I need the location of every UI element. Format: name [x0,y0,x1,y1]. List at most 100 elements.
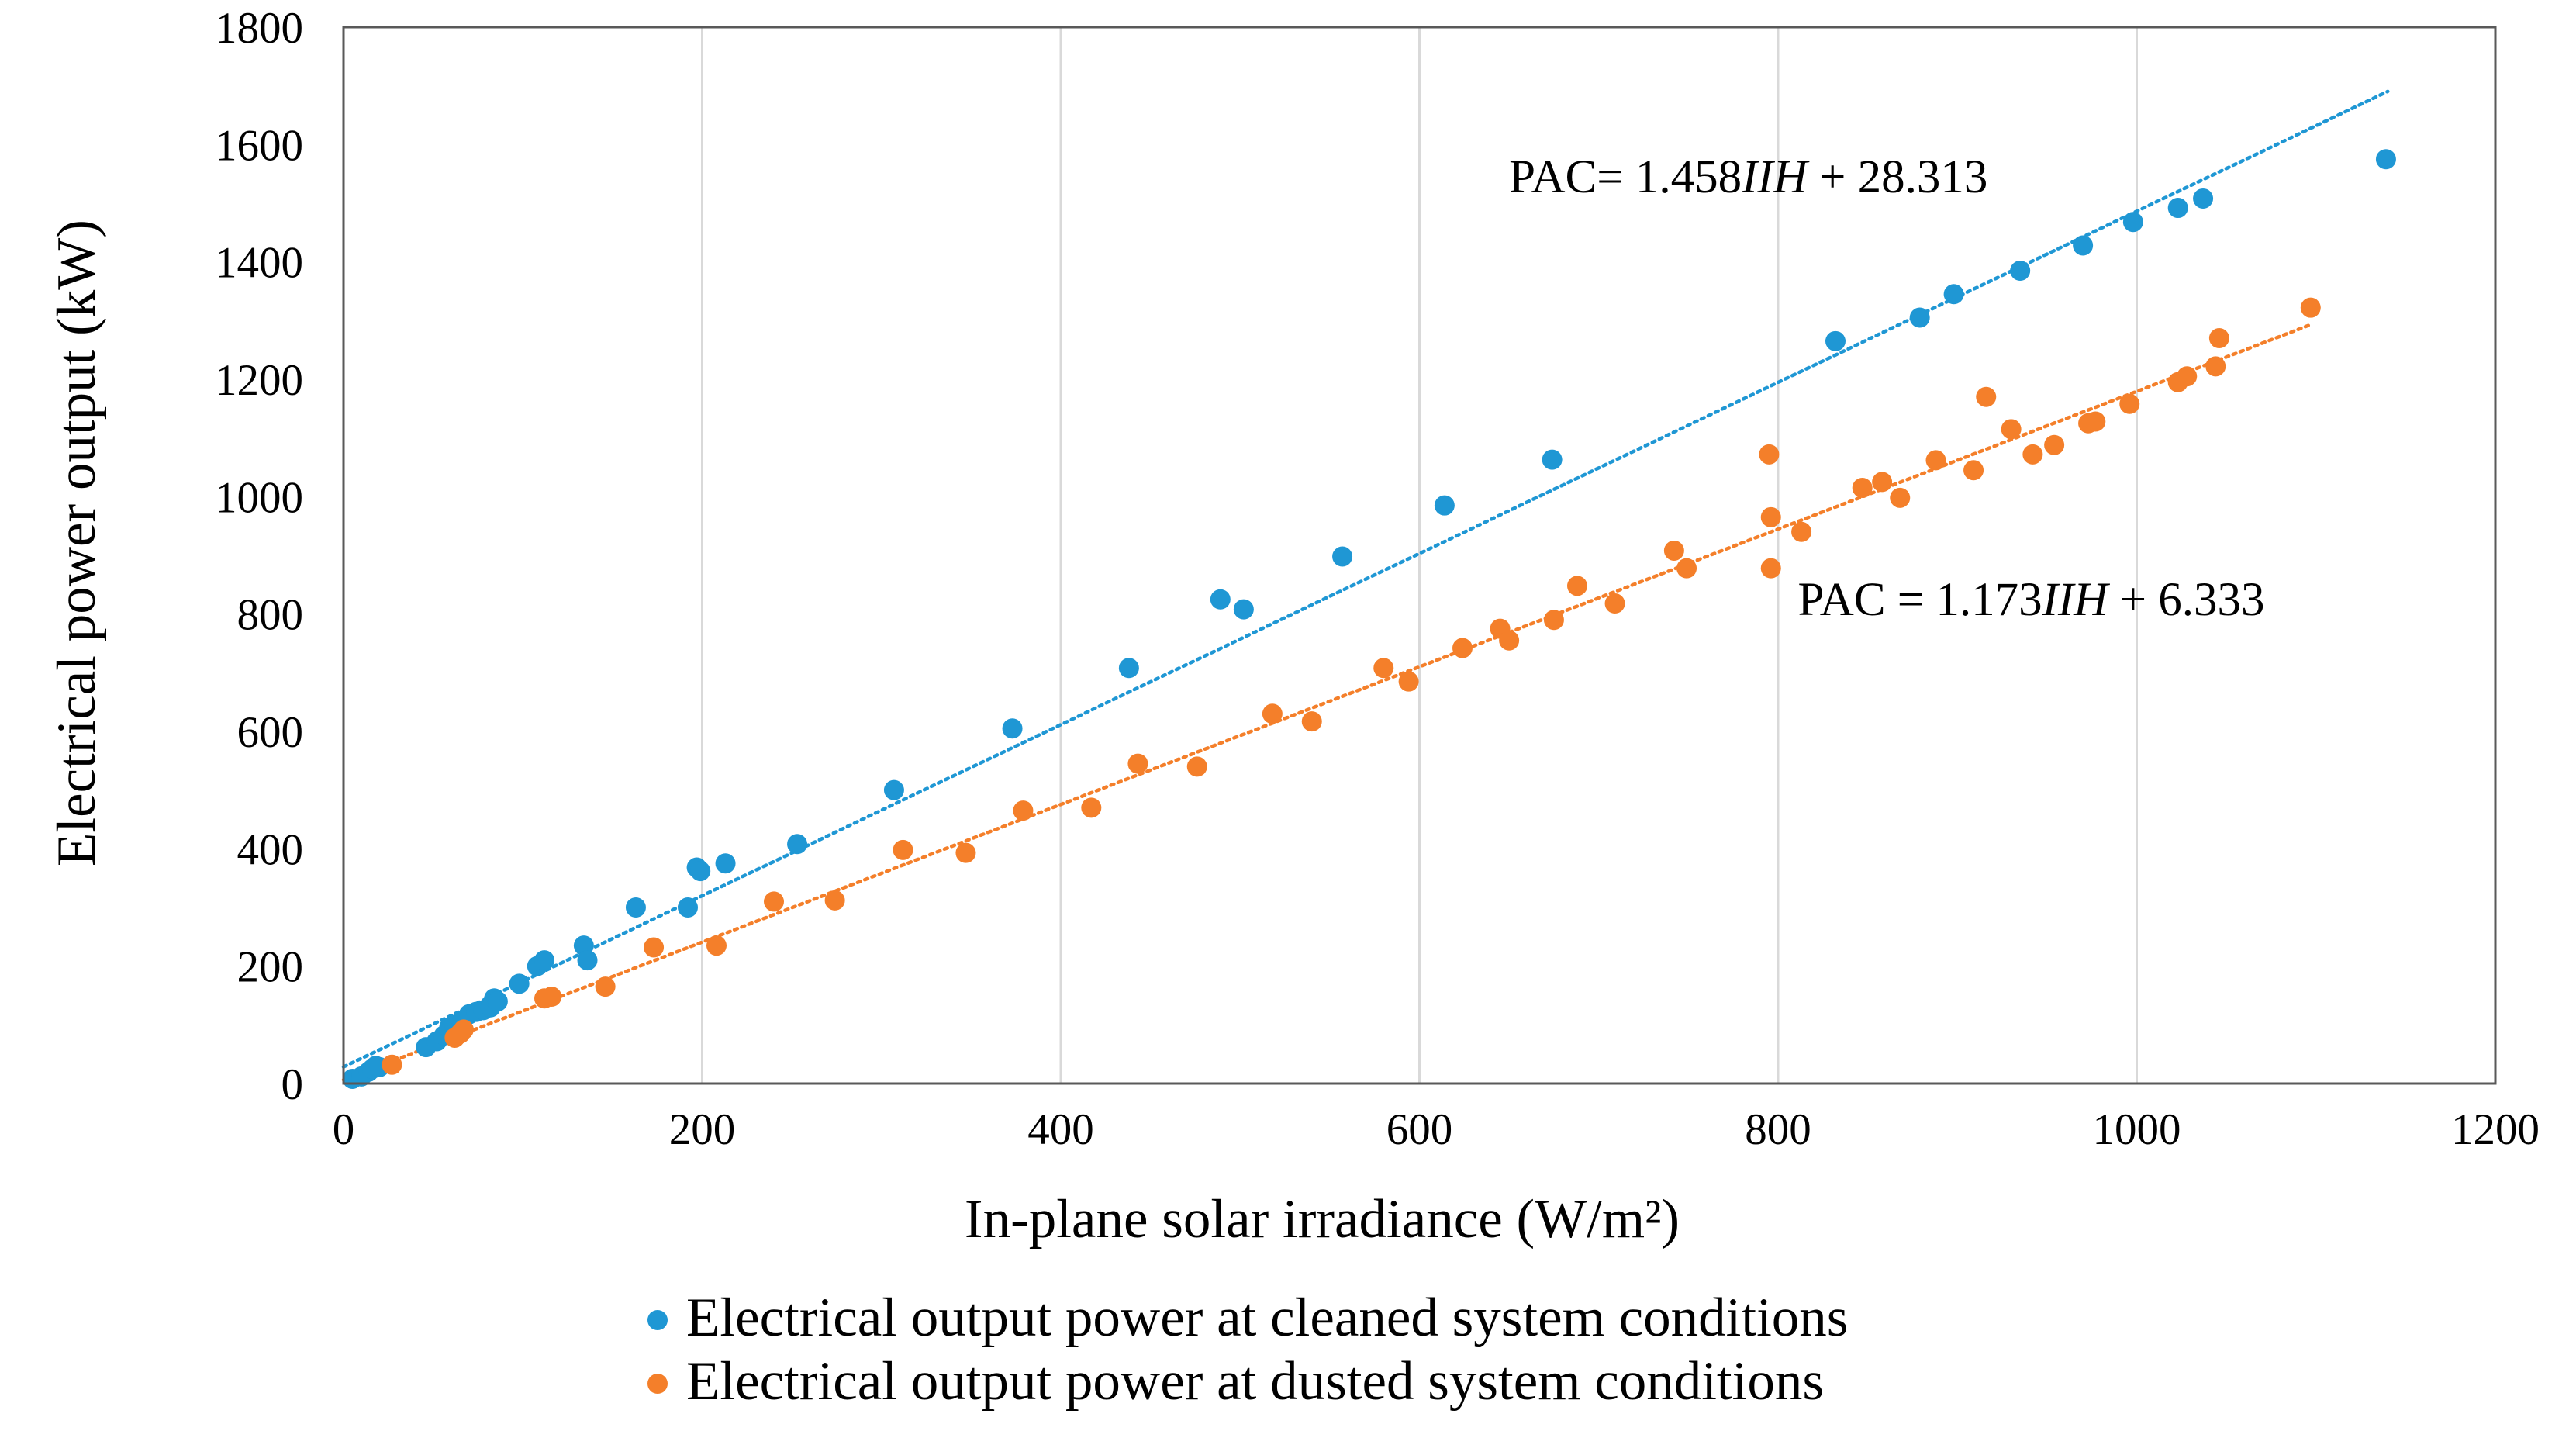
trendline-equation-1: PAC= 1.458IIH + 28.313 [1509,151,1987,203]
y-tick-label: 600 [237,708,304,757]
data-point-series-1 [2375,149,2396,170]
data-point-series-2 [1760,506,1781,527]
data-point-series-1 [1909,307,1930,328]
x-tick-label: 200 [669,1105,736,1154]
data-point-series-2 [1676,558,1697,579]
data-point-series-1 [487,991,508,1012]
trendlines [341,89,2390,1082]
data-point-series-1 [1002,718,1023,739]
data-point-series-2 [1373,658,1394,679]
x-tick-label: 1200 [2451,1105,2540,1154]
data-point-series-1 [2073,235,2094,256]
data-point-series-2 [1262,703,1283,724]
data-point-series-2 [1663,540,1684,561]
data-point-series-2 [1127,753,1148,774]
data-point-series-1 [690,861,711,882]
data-point-series-1 [1233,599,1254,620]
data-point-series-1 [787,834,808,855]
y-tick-label: 800 [237,591,304,640]
data-point-series-1 [1542,449,1563,470]
y-tick-label: 1800 [215,4,303,53]
x-axis-label: In-plane solar irradiance (W/m²) [965,1189,1680,1250]
x-tick-label: 400 [1027,1105,1094,1154]
legend: Electrical output power at cleaned syste… [647,1288,1848,1412]
y-tick-label: 200 [237,943,304,992]
x-tick-label: 600 [1386,1105,1453,1154]
data-point-series-2 [1852,477,1873,498]
data-point-series-2 [1186,756,1207,777]
legend-label-series-1: Electrical output power at cleaned syste… [686,1288,1848,1348]
y-tick-label: 1600 [215,121,303,170]
y-tick-label: 1400 [215,239,303,288]
data-point-series-1 [577,950,598,971]
data-point-series-1 [678,897,698,918]
data-point-series-2 [824,890,845,911]
data-point-series-2 [1976,386,1997,407]
grid-lines [701,27,2138,1084]
y-axis-label: Electrical power output (kW) [47,219,107,866]
tick-labels: 0 200 400 600 800 1000 1200 0 200 400 600 800 1000 12… [215,4,2540,1154]
data-point-series-2 [453,1019,474,1040]
x-tick-label: 1000 [2093,1105,2181,1154]
legend-marker-series-1 [647,1310,668,1330]
equation-annotations: PAC= 1.458IIH + 28.313 PAC = 1.173IIH + 6… [1509,151,2264,626]
data-point-series-2 [1963,460,1984,481]
data-point-series-1 [1825,330,1846,351]
data-point-series-2 [1499,630,1520,651]
data-point-series-2 [595,976,616,997]
data-point-series-1 [1210,589,1231,610]
y-tick-label: 1200 [215,356,303,405]
trendline-equation-2: PAC = 1.173IIH + 6.333 [1797,574,2264,626]
data-point-series-2 [1567,576,1587,596]
data-point-series-2 [893,839,913,860]
legend-marker-series-2 [647,1374,668,1394]
trendline-series-1 [341,89,2390,1069]
y-tick-label: 400 [237,825,304,874]
data-point-series-2 [2119,393,2140,414]
trendline-series-2 [341,323,2313,1082]
data-point-series-1 [2122,212,2143,233]
data-point-series-2 [2022,444,2043,465]
data-point-series-2 [1925,450,1946,471]
data-point-series-2 [382,1054,402,1075]
data-point-series-2 [1301,711,1322,732]
data-point-series-2 [1890,487,1911,508]
data-point-series-2 [2300,297,2321,318]
data-point-series-2 [1791,521,1812,542]
data-point-series-2 [541,987,562,1008]
data-point-series-1 [2193,188,2214,209]
data-point-series-2 [2177,366,2198,387]
data-point-series-2 [764,891,784,912]
y-tick-label: 0 [281,1060,304,1109]
data-point-series-1 [1434,495,1455,516]
data-point-series-1 [1118,658,1139,679]
data-point-series-1 [509,973,530,994]
data-point-series-2 [706,935,727,956]
data-point-series-2 [1081,797,1102,818]
data-point-series-2 [2205,356,2226,377]
y-tick-label: 1000 [215,473,303,522]
x-tick-label: 800 [1745,1105,1811,1154]
data-point-series-1 [1943,284,1964,305]
data-point-series-2 [1543,610,1564,631]
x-tick-label: 0 [333,1105,355,1154]
data-point-series-1 [1332,546,1353,567]
data-point-series-2 [2208,328,2229,349]
data-point-series-2 [1013,800,1034,821]
data-point-series-2 [1760,558,1781,579]
data-point-series-2 [1759,444,1780,465]
data-point-series-1 [883,779,904,800]
data-point-series-2 [1872,472,1893,493]
data-point-series-2 [955,842,976,863]
data-point-series-1 [534,950,554,971]
data-point-series-2 [1604,593,1625,614]
data-point-series-1 [2167,198,2188,219]
data-points [342,149,2396,1089]
data-point-series-2 [2001,419,2022,440]
plot-area-frame [342,26,2497,1085]
data-point-series-2 [1398,671,1419,692]
legend-label-series-2: Electrical output power at dusted system… [686,1351,1824,1412]
data-point-series-1 [2010,261,2031,282]
data-point-series-2 [644,937,665,958]
